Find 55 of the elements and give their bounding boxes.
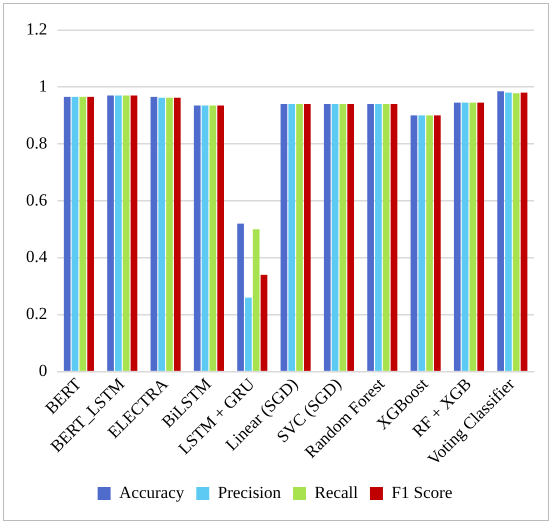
bar xyxy=(375,104,382,371)
bar xyxy=(477,102,484,371)
bar xyxy=(497,91,504,371)
bar xyxy=(245,298,252,371)
bar xyxy=(426,115,433,371)
bar xyxy=(410,115,418,371)
bar xyxy=(280,104,288,371)
bar xyxy=(512,93,520,371)
bar xyxy=(158,98,166,371)
bar xyxy=(260,274,268,371)
bar xyxy=(122,95,130,371)
bar xyxy=(340,104,346,371)
legend-label: Recall xyxy=(314,482,358,502)
bar xyxy=(150,96,158,371)
bar xyxy=(390,104,398,371)
bar xyxy=(505,92,512,371)
bar xyxy=(418,115,426,371)
bar xyxy=(382,104,390,371)
bar xyxy=(115,95,122,371)
bar xyxy=(217,105,224,371)
bar xyxy=(288,104,296,371)
bar xyxy=(209,105,216,371)
bar xyxy=(347,104,354,371)
y-tick-label: 0.2 xyxy=(26,304,48,324)
bar xyxy=(454,102,461,371)
legend-label: F1 Score xyxy=(391,482,452,502)
bar xyxy=(130,95,138,371)
bar xyxy=(324,104,331,371)
y-tick-label: 1.2 xyxy=(26,19,48,38)
bar xyxy=(107,95,114,371)
bar xyxy=(72,96,78,371)
bar xyxy=(194,105,201,371)
y-tick-label: 0.8 xyxy=(26,133,48,152)
bar xyxy=(237,224,244,371)
bar xyxy=(202,105,208,371)
bar xyxy=(462,102,468,371)
bar xyxy=(296,104,303,371)
legend-label: Precision xyxy=(218,482,282,502)
bar xyxy=(252,229,260,371)
y-tick-label: 0.6 xyxy=(26,190,48,210)
y-tick-label: 1 xyxy=(38,76,48,96)
bar xyxy=(367,104,374,371)
bar xyxy=(79,96,86,371)
bar xyxy=(174,98,181,371)
y-tick-label: 0 xyxy=(38,361,48,380)
bar xyxy=(332,104,338,371)
legend-label: Accuracy xyxy=(119,482,185,502)
bar xyxy=(520,92,528,371)
bar xyxy=(304,104,311,371)
bar xyxy=(87,96,94,371)
y-tick-label: 0.4 xyxy=(26,247,48,266)
bar xyxy=(64,96,71,371)
bar xyxy=(166,98,173,371)
bar xyxy=(434,115,441,371)
bar xyxy=(470,102,476,371)
